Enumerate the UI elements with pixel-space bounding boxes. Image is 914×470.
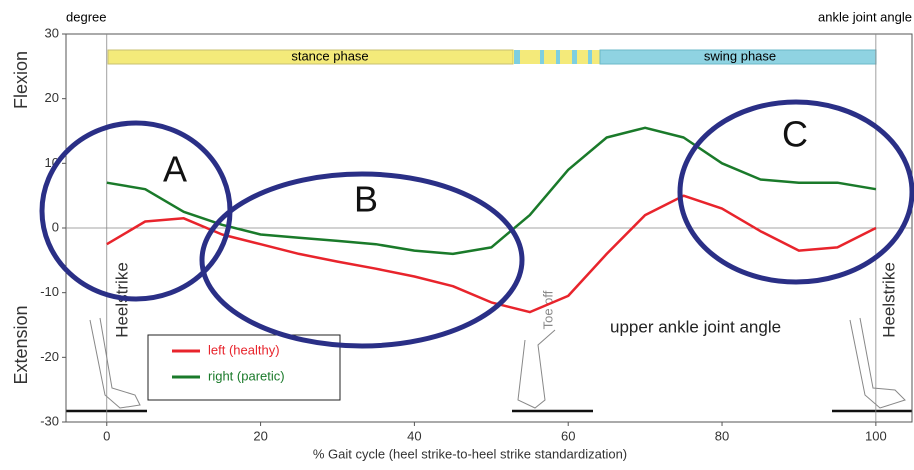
phase-label: stance phase [291,48,368,63]
y-label-bottom: Extension [11,305,31,384]
y-tick-label: -10 [40,284,59,299]
annotation: Toe off [540,290,555,329]
phase-label: swing phase [704,48,776,63]
y-tick-label: 20 [45,90,59,105]
y-tick-label: 0 [52,219,59,234]
x-tick-label: 0 [103,428,110,443]
ellipse-c [677,99,914,285]
legend-label: left (healthy) [208,342,280,357]
x-axis-label: % Gait cycle (heel strike-to-heel strike… [313,446,627,461]
x-tick-label: 60 [561,428,575,443]
x-tick-label: 80 [715,428,729,443]
series-line [106,194,877,314]
stripe [514,50,520,64]
stripe [540,50,544,64]
ellipse-b [199,171,525,349]
y-tick-label: -20 [40,349,59,364]
stripe [572,50,577,64]
x-tick-label: 100 [865,428,887,443]
foot-sketch [849,317,906,409]
stripe [588,50,592,64]
annotation: Heelstrike [879,262,898,338]
annotation: C [782,114,808,155]
stripe [556,50,560,64]
annotation: A [163,149,187,190]
annotation: upper ankle joint angle [610,317,781,336]
x-tick-label: 20 [253,428,267,443]
x-tick-label: 40 [407,428,421,443]
y-label-top: Flexion [11,51,31,109]
y-tick-label: -30 [40,413,59,428]
foot-sketch [517,329,556,409]
series-line [106,126,877,256]
annotation: B [354,179,378,220]
chart-title: ankle joint angle [818,9,912,24]
legend-label: right (paretic) [208,368,285,383]
foot-sketch [89,317,141,409]
legend [147,334,341,401]
y-tick-label: 30 [45,25,59,40]
y-unit: degree [66,9,106,24]
